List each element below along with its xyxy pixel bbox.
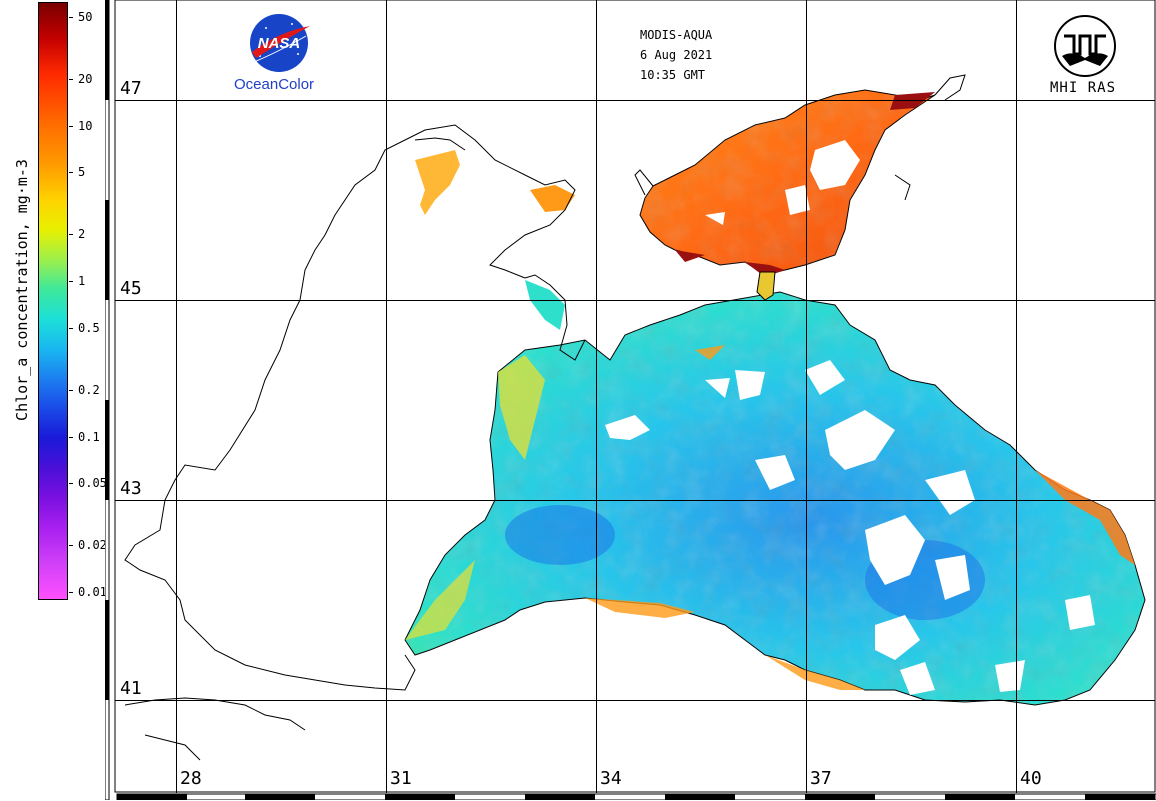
- bottom-ruler: [116, 793, 1156, 800]
- colorbar-tick-mark: [69, 436, 73, 438]
- colorbar-tick-mark: [69, 281, 73, 283]
- nasa-logo-icon: NASA: [250, 14, 310, 72]
- mission-name: MODIS-AQUA: [640, 28, 713, 42]
- colorbar-tick-mark: [69, 327, 73, 329]
- low-chl-patch: [505, 505, 615, 565]
- longitude-label: 31: [390, 768, 412, 789]
- mhi-ras-logo-icon: [1054, 15, 1116, 77]
- colorbar-tick-label: 2: [78, 227, 86, 242]
- colorbar-tick-mark: [69, 483, 73, 485]
- latitude-gridline: [115, 500, 1155, 501]
- azov-cloud-gaps: [705, 140, 860, 225]
- latitude-label: 43: [120, 478, 142, 499]
- latitude-gridline: [115, 300, 1155, 301]
- acquisition-date: 6 Aug 2021: [640, 48, 713, 62]
- colorbar-tick-label: 0.5: [78, 320, 100, 335]
- longitude-gridline: [596, 0, 597, 793]
- acquisition-time: 10:35 GMT: [640, 68, 706, 82]
- colorbar-tick-mark: [69, 234, 73, 236]
- colorbar-tick-label: 20: [78, 71, 93, 86]
- longitude-gridline: [386, 0, 387, 793]
- colorbar-tick-label: 5: [78, 165, 86, 180]
- longitude-gridline: [806, 0, 807, 793]
- colorbar-tick-mark: [69, 545, 73, 547]
- colorbar-tick-mark: [69, 592, 73, 593]
- longitude-label: 37: [810, 768, 832, 789]
- colorbar-tick-label: 0.05: [78, 476, 107, 491]
- colorbar-tick-mark: [69, 125, 73, 127]
- latitude-gridline: [115, 700, 1155, 701]
- colorbar-tick-mark: [69, 172, 73, 174]
- institute-label: MHI RAS: [1050, 80, 1117, 96]
- colorbar-tick-mark: [69, 78, 73, 80]
- colorbar-tick-mark: [69, 17, 73, 18]
- nasa-logo-text: NASA: [258, 35, 301, 52]
- longitude-gridline: [176, 0, 177, 793]
- acquisition-info: MODIS-AQUA 6 Aug 2021 10:35 GMT: [640, 25, 712, 85]
- colorbar-tick-label: 0.02: [78, 538, 107, 553]
- colorbar-tick-label: 10: [78, 118, 93, 133]
- colorbar-tick-label: 1: [78, 274, 86, 289]
- latitude-label: 47: [120, 78, 142, 99]
- colorbar-tick-label: 0.01: [78, 585, 107, 599]
- longitude-label: 34: [600, 768, 622, 789]
- sea-chlorophyll-map: [105, 0, 1156, 800]
- latitude-label: 45: [120, 278, 142, 299]
- colorbar-tick-label: 0.1: [78, 429, 100, 444]
- colorbar-tick-label: 0.2: [78, 382, 100, 397]
- cloud-gaps: [605, 360, 1095, 695]
- latitude-label: 41: [120, 678, 142, 699]
- colorbar-tick-mark: [69, 389, 73, 391]
- colorbar-title: Chlor_a concentration, mg·m-3: [13, 159, 31, 421]
- latitude-gridline: [115, 100, 1155, 101]
- colorbar-tick-label: 50: [78, 10, 93, 24]
- longitude-gridline: [1016, 0, 1017, 793]
- colorbar-scale: [38, 2, 68, 600]
- longitude-label: 40: [1020, 768, 1042, 789]
- coastline: [124, 74, 966, 761]
- left-ruler: [105, 0, 110, 800]
- longitude-label: 28: [180, 768, 202, 789]
- ocean-color-label: OceanColor: [234, 76, 315, 93]
